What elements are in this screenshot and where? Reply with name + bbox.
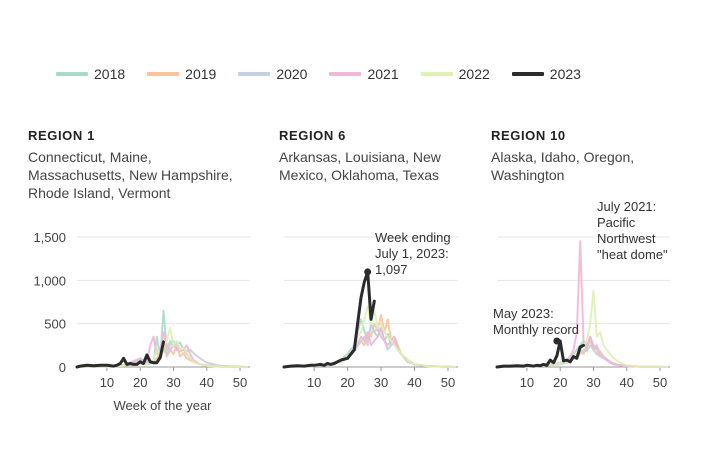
panel-subtitle-line: Mexico, Oklahoma, Texas: [279, 167, 439, 183]
panel-subtitle-line: Alaska, Idaho, Oregon,: [491, 149, 634, 165]
panel-subtitle-line: Massachusetts, New Hampshire,: [28, 167, 233, 183]
panel-title: REGION 1: [28, 128, 95, 143]
annotation-dot: [553, 337, 561, 345]
panel-subtitle-line: Arkansas, Louisiana, New: [279, 149, 442, 165]
x-tick-label: 40: [407, 375, 421, 390]
panel-subtitle-line: Connecticut, Maine,: [28, 149, 152, 165]
legend-item-2020: 2020: [238, 64, 307, 84]
annotation-text: Week ending: [375, 230, 451, 245]
legend-label: 2019: [185, 66, 217, 82]
x-tick-label: 30: [586, 375, 600, 390]
legend-swatch-2018: [56, 72, 88, 76]
annotation-text: Pacific: [597, 215, 636, 230]
panel-title: REGION 10: [491, 128, 566, 143]
panel-subtitle-line: Washington: [491, 167, 564, 183]
x-tick-label: 10: [100, 375, 114, 390]
series-line-2023: [495, 339, 585, 369]
x-tick-label: 10: [520, 375, 534, 390]
chart-legend: 2018 2019 2020 2021 2022 2023: [56, 64, 581, 84]
annotation-text: July 1, 2023:: [375, 246, 449, 261]
legend-swatch-2023: [511, 72, 544, 76]
x-tick-label: 20: [553, 375, 567, 390]
legend-swatch-2022: [420, 72, 453, 76]
legend-label: 2018: [94, 66, 126, 82]
annotation-text: 1,097: [375, 262, 408, 277]
annotation-text: July 2021:: [597, 199, 656, 214]
legend-swatch-2019: [147, 72, 180, 76]
y-tick-label: 0: [59, 360, 66, 375]
x-tick-label: 40: [620, 375, 634, 390]
x-tick-label: 10: [307, 375, 321, 390]
legend-label: 2021: [367, 66, 399, 82]
legend-item-2021: 2021: [329, 64, 399, 84]
x-tick-label: 40: [200, 375, 214, 390]
annotation-text: Northwest: [597, 231, 656, 246]
y-tick-label: 500: [44, 317, 66, 332]
panel-subtitle-line: Rhode Island, Vermont: [28, 185, 171, 201]
annotation-dot: [364, 268, 372, 276]
x-tick-label: 50: [653, 375, 667, 390]
series-line-2018: [283, 318, 456, 368]
legend-label: 2023: [549, 66, 581, 82]
y-tick-label: 1,500: [33, 230, 66, 245]
legend-item-2022: 2022: [420, 64, 490, 84]
annotation-text: "heat dome": [597, 247, 668, 262]
x-tick-label: 50: [441, 375, 455, 390]
annotation-text: Monthly record: [493, 322, 579, 337]
x-tick-label: 20: [340, 375, 354, 390]
annotation-text: May 2023:: [493, 306, 554, 321]
x-tick-label: 30: [166, 375, 180, 390]
y-tick-label: 1,000: [33, 273, 66, 288]
legend-label: 2022: [458, 66, 490, 82]
legend-swatch-2021: [329, 72, 362, 76]
series-line-2022: [496, 289, 668, 368]
series-line-2023: [282, 270, 376, 369]
series-line-2020: [283, 322, 456, 368]
x-axis-title: Week of the year: [113, 398, 212, 413]
x-tick-label: 50: [233, 375, 247, 390]
x-tick-label: 20: [133, 375, 147, 390]
x-tick-label: 30: [374, 375, 388, 390]
legend-item-2019: 2019: [147, 64, 216, 84]
panel-title: REGION 6: [279, 128, 346, 143]
legend-item-2018: 2018: [56, 64, 125, 84]
series-line-2023: [75, 340, 165, 369]
legend-swatch-2020: [238, 72, 271, 76]
legend-item-2023: 2023: [511, 64, 581, 84]
legend-label: 2020: [276, 66, 308, 82]
